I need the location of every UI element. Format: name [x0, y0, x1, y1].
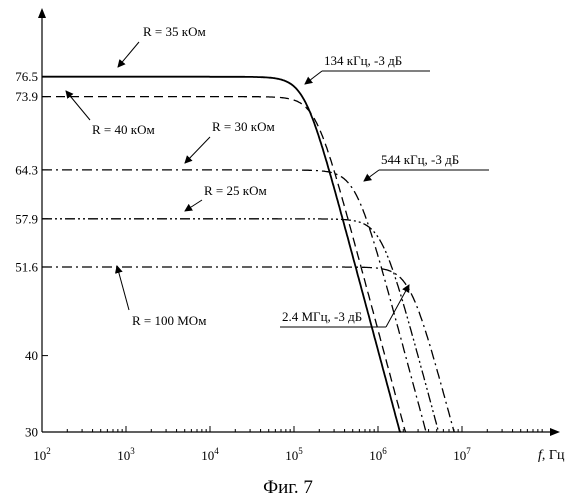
- series-label-arrow-4: [185, 200, 202, 211]
- x-tick-label: 102: [33, 446, 51, 463]
- x-tick-label: 105: [285, 446, 303, 463]
- x-tick-labels: 102 103 104 105 106 107: [33, 446, 471, 463]
- corner-annotation-2: 544 кГц, -3 дБ: [381, 152, 459, 167]
- series-label-arrow-3: [185, 137, 210, 163]
- series-label-4: R = 25 кОм: [204, 183, 267, 198]
- y-tick-label: 57.9: [15, 211, 38, 226]
- series-line-2: [42, 97, 406, 432]
- x-tick-label: 106: [369, 446, 387, 463]
- y-tick-label: 40: [25, 348, 38, 363]
- y-tick-label: 64.3: [15, 162, 38, 177]
- x-tick-label: 104: [201, 446, 219, 463]
- x-axis-arrow: [550, 428, 560, 436]
- y-tick-label: 76.5: [15, 69, 38, 84]
- annotations: R = 35 кОм R = 40 кОм R = 30 кОм R = 25 кОм…: [66, 24, 489, 328]
- x-tick-label: 103: [117, 446, 135, 463]
- series-label-2: R = 40 кОм: [92, 122, 155, 137]
- series-label-arrow-5: [117, 266, 129, 310]
- series-label-5: R = 100 МОм: [132, 313, 206, 328]
- figure-caption: Фиг. 7: [263, 477, 313, 498]
- y-tick-label: 30: [25, 425, 38, 440]
- series-label-arrow-1: [118, 42, 139, 67]
- series-label-1: R = 35 кОм: [143, 24, 206, 39]
- corner-annotation-arrow-3: [386, 285, 409, 327]
- corner-annotation-arrow-1: [305, 71, 322, 84]
- y-axis-arrow: [38, 8, 46, 18]
- y-tick-label: 73.9: [15, 89, 38, 104]
- series-line-3: [42, 170, 427, 432]
- y-tick-labels: 76.5 73.9 64.3 57.9 51.6 40 30: [15, 69, 38, 439]
- x-axis-label: f, Гц: [538, 448, 565, 463]
- x-axis-label-rest: , Гц: [542, 448, 565, 463]
- corner-annotation-arrow-2: [364, 170, 379, 181]
- y-tick-label: 51.6: [15, 259, 38, 274]
- series-label-3: R = 30 кОм: [212, 119, 275, 134]
- series-line-4: [42, 219, 439, 432]
- corner-annotation-3: 2.4 МГц, -3 дБ: [282, 309, 362, 324]
- x-tick-label: 107: [453, 446, 471, 463]
- series-label-arrow-2: [66, 91, 90, 120]
- corner-annotation-1: 134 кГц, -3 дБ: [324, 53, 402, 68]
- axes: [38, 8, 560, 436]
